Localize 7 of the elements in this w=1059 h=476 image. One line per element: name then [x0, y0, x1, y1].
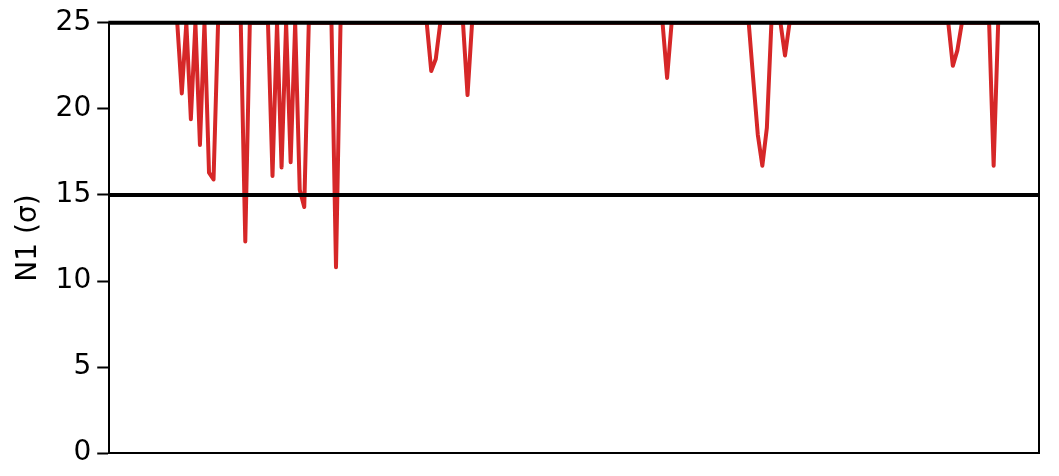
y-tick-label: 20 — [55, 90, 92, 124]
y-tick-label: 5 — [73, 348, 92, 382]
y-tick-label: 15 — [55, 176, 92, 210]
y-tick-label: 10 — [55, 262, 92, 296]
y-axis-title: N1 (σ) — [10, 194, 44, 282]
y-tick-label: 0 — [73, 434, 92, 468]
y-tick-label: 25 — [55, 4, 92, 38]
